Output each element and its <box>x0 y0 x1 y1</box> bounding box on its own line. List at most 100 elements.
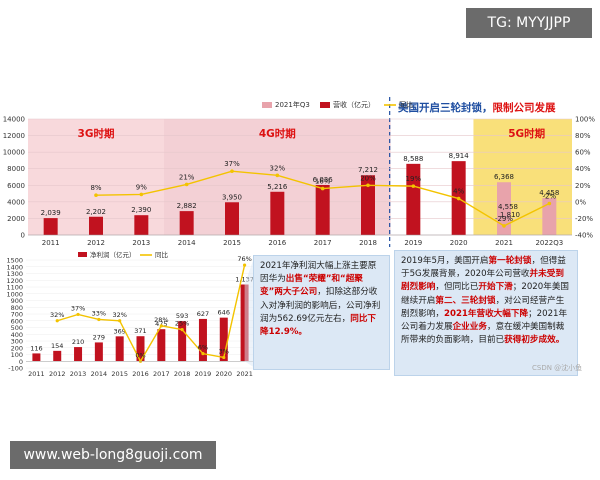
note-segment: ，意在缓冲美国制裁所带来的负面影响，目前已 <box>401 322 565 346</box>
yoy-point <box>184 182 189 187</box>
legend-label: 净利润（亿元） <box>90 250 136 259</box>
x-tick-label: 2021 <box>495 239 513 247</box>
bar <box>497 182 511 235</box>
x-tick-label: 2016 <box>132 370 149 378</box>
y-tick-label: 6000 <box>7 182 25 190</box>
note-segment: ；2021年公司着力发展 <box>401 308 568 333</box>
legend-label: 2021年Q3 <box>275 100 310 109</box>
yoy-label: 8% <box>90 184 101 192</box>
bar <box>179 211 194 235</box>
bar-value-label: 2,390 <box>131 206 151 214</box>
y-tick-label: 1200 <box>6 277 23 285</box>
period-label: 3G时期 <box>78 127 115 140</box>
x-tick-label: 2018 <box>359 239 377 247</box>
y-tick-label: 0 <box>21 232 25 240</box>
bar <box>94 342 103 362</box>
yoy-point <box>76 312 80 317</box>
y-tick-label: 100 <box>11 351 23 359</box>
yoy-point <box>411 184 416 188</box>
period-label: 4G时期 <box>259 127 296 140</box>
yoy-label: 76% <box>237 255 251 263</box>
yoy-point <box>55 319 59 323</box>
x-tick-label: 2016 <box>268 239 286 247</box>
bar-value-label: 369 <box>113 327 125 335</box>
note-segment: 获得初步成效。 <box>504 335 565 346</box>
legend-swatch-profit <box>78 252 87 257</box>
bar-value-label: 6,036 <box>313 176 334 184</box>
bar <box>89 216 103 235</box>
yoy-label: 32% <box>270 164 286 172</box>
y2-tick-label: -20% <box>575 215 593 223</box>
x-tick-label: 2021 <box>236 370 253 378</box>
yoy-label: 16% <box>315 178 331 186</box>
yoy-point <box>502 224 506 228</box>
x-tick-label: 2014 <box>178 239 196 247</box>
bar-value-label: 8,588 <box>403 155 423 163</box>
csdn-watermark: CSDN @沈小鱼 <box>532 364 583 372</box>
legend-swatch-revenue <box>320 102 330 108</box>
legend-label: 同比 <box>399 100 413 109</box>
bar <box>53 350 62 362</box>
callout-pointer <box>244 255 255 368</box>
y-tick-label: 0 <box>19 358 23 366</box>
y-tick-label: 12000 <box>3 132 25 140</box>
yoy-label: -29% <box>495 215 513 223</box>
x-tick-label: 2022Q3 <box>535 239 563 247</box>
bar <box>406 163 421 235</box>
bar-value-label: 210 <box>72 338 84 346</box>
yoy-label: 33% <box>92 309 106 317</box>
bar <box>32 353 41 362</box>
x-tick-label: 2011 <box>42 239 60 247</box>
bar-value-label: 3,950 <box>222 193 242 201</box>
y-tick-label: 1500 <box>6 257 23 265</box>
bar-value-label: 5,216 <box>267 183 288 191</box>
yoy-point <box>366 183 370 188</box>
yoy-point <box>320 186 325 191</box>
x-tick-label: 2017 <box>314 239 332 247</box>
yoy-point <box>230 169 234 173</box>
y-tick-label: 800 <box>11 304 23 312</box>
note-segment: ，对公司经营产生剧烈影响， <box>401 295 565 319</box>
y-tick-label: 300 <box>11 338 23 346</box>
bar <box>134 215 149 235</box>
yoy-point <box>159 324 163 328</box>
bar-value-label: 8,914 <box>449 152 470 160</box>
y-tick-label: 2000 <box>7 215 25 223</box>
note-segment: ，扣除这部分收入对净利润的影响后，公司净利润为562.69亿元左右， <box>260 287 381 324</box>
note-segment: 2021年净利润大幅上涨主要原因华为 <box>260 261 377 285</box>
y-tick-label: 14000 <box>3 116 25 124</box>
header-part2: 限制公司发展 <box>492 102 556 114</box>
y-tick-label: 1300 <box>6 270 23 278</box>
note-segment: 第二、三轮封锁 <box>435 295 496 306</box>
bar-value-label: 2,202 <box>86 208 106 216</box>
bar-value-label: 4,458 <box>539 189 559 197</box>
bar <box>136 336 145 362</box>
bar <box>115 336 124 362</box>
note-segment: ；2020年美国继续开启 <box>401 282 570 306</box>
bar-value-label: 7,212 <box>358 166 378 174</box>
profit-note: 2021年净利润大幅上涨主要原因华为出售“荣耀”和“超聚变”两大子公司，扣除这部… <box>253 255 390 370</box>
x-tick-label: 2019 <box>195 370 212 378</box>
x-tick-label: 2019 <box>404 239 422 247</box>
note-segment: 开始下滑 <box>478 282 513 293</box>
y-tick-label: 200 <box>11 344 23 352</box>
yoy-label: -2% <box>543 193 557 201</box>
y2-tick-label: 100% <box>575 116 595 124</box>
yoy-label: 28% <box>154 316 168 324</box>
x-tick-label: 2017 <box>153 370 170 378</box>
note-segment: 2019年5月，美国开启 <box>401 256 489 266</box>
x-tick-label: 2011 <box>28 370 45 378</box>
yoy-label: 3% <box>219 347 229 355</box>
bar <box>315 184 330 235</box>
note-segment: 第一轮封锁 <box>488 256 532 266</box>
bar-value-label: 1,137 <box>235 276 254 284</box>
yoy-label: 0% <box>135 351 145 359</box>
bar-value-label: 475 <box>155 320 167 328</box>
yoy-label: 32% <box>50 311 64 319</box>
yoy-label: 37% <box>71 304 85 312</box>
note-segment: 企业业务 <box>452 322 487 333</box>
bar-value-label: 2,882 <box>177 202 197 210</box>
y-tick-label: 1000 <box>6 290 23 298</box>
note-segment: ，但得益于5G发展背景，2020年公司营收 <box>401 256 566 280</box>
header-part1: 美国开启三轮封锁， <box>398 102 493 114</box>
